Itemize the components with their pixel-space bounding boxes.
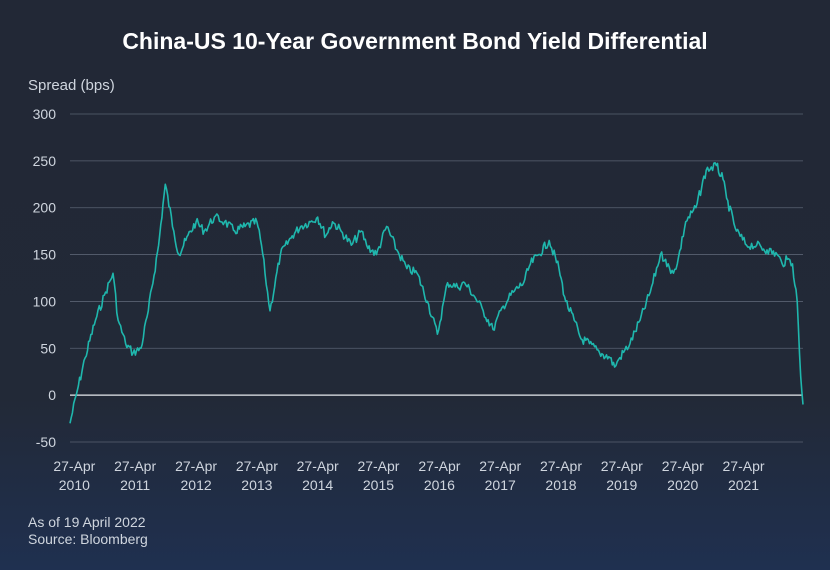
series-line: [69, 162, 804, 424]
x-tick-label: 27-Apr 2021: [723, 458, 765, 493]
x-tick-labels: 27-Apr 2010 27-Apr 2011 27-Apr 2012 27-Apr 2013…: [53, 458, 765, 493]
chart-title: China-US 10-Year Government Bond Yield D…: [122, 28, 708, 54]
y-tick-label: -50: [36, 434, 56, 450]
x-tick-label: 27-Apr 2010: [53, 458, 95, 493]
y-tick-labels: -50 0 50 100 150 200 250 300: [33, 106, 57, 450]
y-axis-label: Spread (bps): [28, 77, 115, 94]
x-tick-label: 27-Apr 2018: [540, 458, 582, 493]
footnote: As of 19 April 2022 Source: Bloomberg: [28, 514, 148, 548]
x-tick-label: 27-Apr 2013: [236, 458, 278, 493]
x-tick-label: 27-Apr 2012: [175, 458, 217, 493]
source-note: Source: Bloomberg: [28, 531, 148, 547]
x-tick-label: 27-Apr 2011: [114, 458, 156, 493]
x-tick-label: 27-Apr 2016: [418, 458, 460, 493]
y-tick-label: 100: [33, 293, 57, 309]
x-tick-label: 27-Apr 2020: [662, 458, 704, 493]
x-tick-label: 27-Apr 2015: [357, 458, 399, 493]
x-tick-label: 27-Apr 2019: [601, 458, 643, 493]
y-tick-label: 0: [48, 387, 56, 403]
x-tick-label: 27-Apr 2017: [479, 458, 521, 493]
y-tick-label: 150: [33, 247, 57, 263]
x-tick-label: 27-Apr 2014: [297, 458, 339, 493]
series-group: [69, 162, 804, 424]
y-tick-label: 50: [40, 340, 56, 356]
y-tick-label: 200: [33, 200, 57, 216]
y-tick-label: 250: [33, 153, 57, 169]
grid-lines: [70, 113, 803, 443]
as-of-date: As of 19 April 2022: [28, 514, 146, 530]
y-tick-label: 300: [33, 106, 57, 122]
